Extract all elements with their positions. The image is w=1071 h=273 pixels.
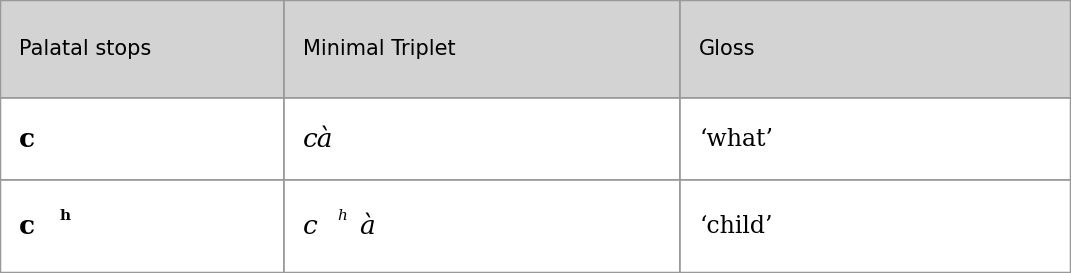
Text: Minimal Triplet: Minimal Triplet (303, 39, 456, 59)
Text: h: h (337, 209, 347, 223)
Bar (680, 0, 1071, 98)
Text: Palatal stops: Palatal stops (19, 39, 151, 59)
Text: cà: cà (303, 127, 333, 152)
Bar (284, 98, 680, 180)
Text: c: c (303, 214, 318, 239)
Text: h: h (60, 209, 71, 223)
Text: c: c (19, 127, 35, 152)
Text: ‘child’: ‘child’ (699, 215, 773, 238)
Bar (0, 180, 284, 273)
Bar (680, 180, 1071, 273)
Bar (284, 180, 680, 273)
Text: ‘what’: ‘what’ (699, 128, 773, 151)
Bar (0, 0, 284, 98)
Bar (284, 0, 680, 98)
Bar (0, 98, 284, 180)
Text: à: à (359, 214, 375, 239)
Text: c: c (19, 214, 35, 239)
Bar (680, 98, 1071, 180)
Text: Gloss: Gloss (699, 39, 756, 59)
